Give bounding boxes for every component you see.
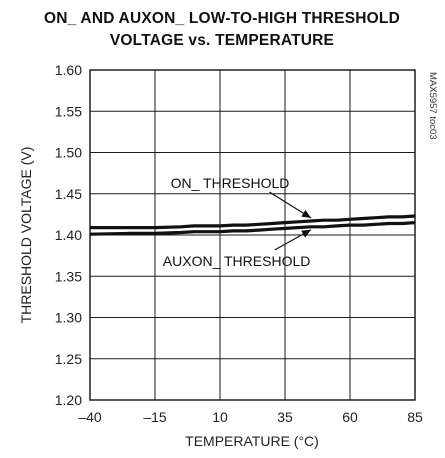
figure-tag: MAX5957 toc03	[427, 72, 438, 140]
y-tick-label: 1.45	[55, 186, 82, 202]
x-tick-label: 85	[407, 409, 423, 425]
annotation-arrowhead-0	[301, 209, 311, 218]
x-tick-label: 10	[212, 409, 228, 425]
x-axis-label: TEMPERATURE (°C)	[185, 433, 319, 449]
y-tick-label: 1.60	[55, 62, 82, 78]
series-line-auxon-threshold	[89, 221, 416, 236]
y-tick-label: 1.35	[55, 268, 82, 284]
grid-lines	[90, 70, 415, 400]
y-tick-label: 1.55	[55, 103, 82, 119]
annotation-arrowhead-1	[301, 229, 311, 238]
x-tick-label: 60	[342, 409, 358, 425]
series-lines	[89, 214, 416, 236]
x-tick-label: 35	[277, 409, 293, 425]
plot-frame	[89, 69, 416, 401]
series-line-on-threshold	[90, 214, 416, 230]
annotation-auxon-threshold: AUXON_ THRESHOLD	[163, 253, 311, 269]
annotations: ON_ THRESHOLD AUXON_ THRESHOLD	[163, 175, 312, 269]
x-tick-label: –15	[143, 409, 167, 425]
chart-title-line-1: ON_ AND AUXON_ LOW-TO-HIGH THRESHOLD	[44, 10, 400, 27]
y-tick-label: 1.30	[55, 310, 82, 326]
y-tick-label: 1.40	[55, 227, 82, 243]
chart-title-line-2: VOLTAGE vs. TEMPERATURE	[110, 32, 334, 49]
x-tick-labels: –40 –15 10 35 60 85	[78, 409, 423, 425]
y-tick-labels: 1.20 1.25 1.30 1.35 1.40 1.45 1.50 1.55 1.60	[55, 62, 82, 408]
y-tick-label: 1.50	[55, 145, 82, 161]
y-axis-label: THRESHOLD VOLTAGE (V)	[18, 147, 34, 324]
annotation-on-threshold: ON_ THRESHOLD	[171, 175, 290, 191]
y-tick-label: 1.25	[55, 351, 82, 367]
x-tick-label: –40	[78, 409, 102, 425]
y-tick-label: 1.20	[55, 392, 82, 408]
